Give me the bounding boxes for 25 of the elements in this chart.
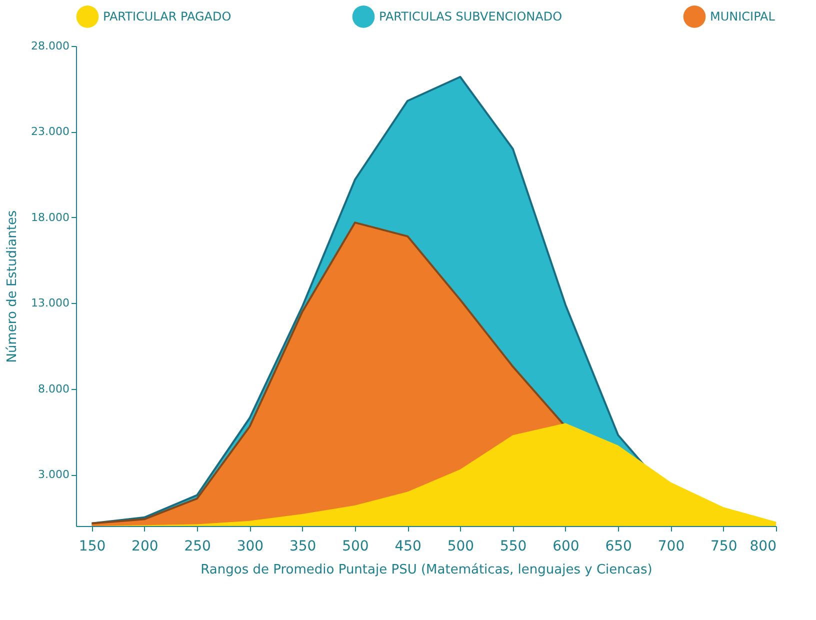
x-tick-label: 250 xyxy=(184,538,211,554)
y-axis-title: Número de Estudiantes xyxy=(5,210,20,363)
y-tick-label: 18.000 xyxy=(31,210,70,224)
x-tick-label: 650 xyxy=(605,538,632,554)
x-tick-label: 550 xyxy=(500,538,527,554)
legend-label: MUNICIPAL xyxy=(710,10,776,24)
y-tick-label: 13.000 xyxy=(31,296,70,310)
x-tick-label: 200 xyxy=(132,538,158,554)
y-tick-label: 8.000 xyxy=(38,382,70,396)
x-tick-label: 500 xyxy=(342,538,369,554)
x-tick-label: 600 xyxy=(552,538,580,554)
x-tick-label: 700 xyxy=(658,538,685,554)
y-tick-label: 23.000 xyxy=(31,125,70,138)
x-tick-label: 300 xyxy=(236,538,264,554)
x-tick-label: 150 xyxy=(78,538,106,554)
x-axis-title: Rangos de Promedio Puntaje PSU (Matemáticas, lenguajes y Ciencas) xyxy=(200,562,652,578)
x-tick-label: 350 xyxy=(289,538,316,554)
legend-label: PARTICULAS SUBVENCIONADO xyxy=(379,10,562,24)
legend-label: PARTICULAR PAGADO xyxy=(103,10,232,24)
x-tick-label: 450 xyxy=(394,538,422,554)
y-tick-label: 28.000 xyxy=(31,40,70,52)
y-tick-label: 3.000 xyxy=(38,468,70,482)
x-tick-label: 500 xyxy=(447,538,474,554)
x-tick-label: 800 xyxy=(750,538,776,554)
x-tick-label: 750 xyxy=(710,538,738,554)
